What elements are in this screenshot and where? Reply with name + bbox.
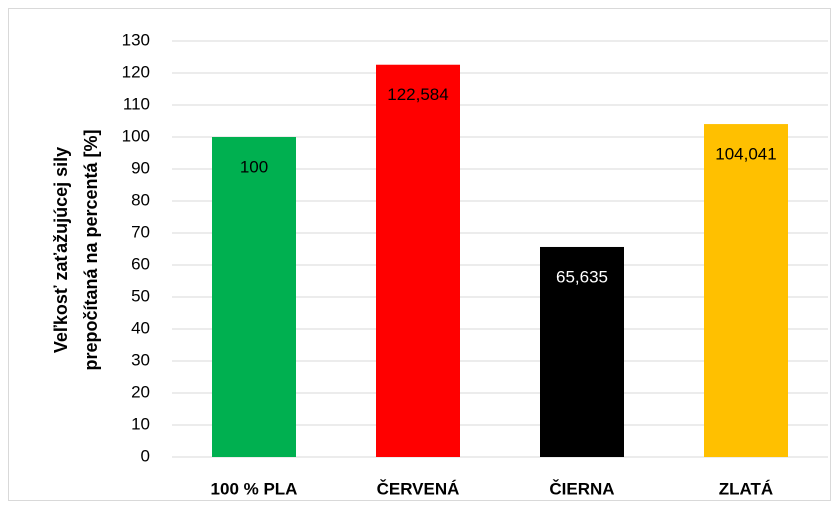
data-label: 104,041 xyxy=(715,145,776,164)
bar xyxy=(212,137,296,457)
y-tick-label: 40 xyxy=(131,318,150,337)
y-tick-label: 120 xyxy=(122,62,150,81)
x-tick-label: 100 % PLA xyxy=(211,479,298,498)
y-tick-label: 0 xyxy=(141,446,150,465)
bar xyxy=(540,246,624,457)
y-tick-label: 50 xyxy=(131,286,150,305)
y-tick-label: 20 xyxy=(131,382,150,401)
y-tick-label: 100 xyxy=(122,126,150,145)
y-tick-label: 60 xyxy=(131,254,150,273)
data-label: 65,635 xyxy=(556,267,608,286)
y-tick-label: 80 xyxy=(131,190,150,209)
bar xyxy=(376,64,460,457)
y-axis-title: Veľkosť zaťažujúcej sily prepočítaná na … xyxy=(51,129,101,370)
data-label: 100 xyxy=(240,157,268,176)
y-tick-label: 30 xyxy=(131,350,150,369)
y-axis-title-line: Veľkosť zaťažujúcej sily xyxy=(51,147,71,353)
y-tick-label: 130 xyxy=(122,30,150,49)
y-tick-label: 110 xyxy=(123,94,150,113)
y-tick-label: 70 xyxy=(131,222,150,241)
y-tick-label: 10 xyxy=(131,414,150,433)
x-tick-label: ZLATÁ xyxy=(719,479,773,498)
x-tick-label: ČERVENÁ xyxy=(377,479,460,498)
x-tick-label: ČIERNA xyxy=(549,479,614,498)
data-label: 122,584 xyxy=(387,85,448,104)
bar xyxy=(704,124,788,458)
y-tick-label: 90 xyxy=(131,158,150,177)
y-axis-title-line: prepočítaná na percentá [%] xyxy=(81,129,101,370)
